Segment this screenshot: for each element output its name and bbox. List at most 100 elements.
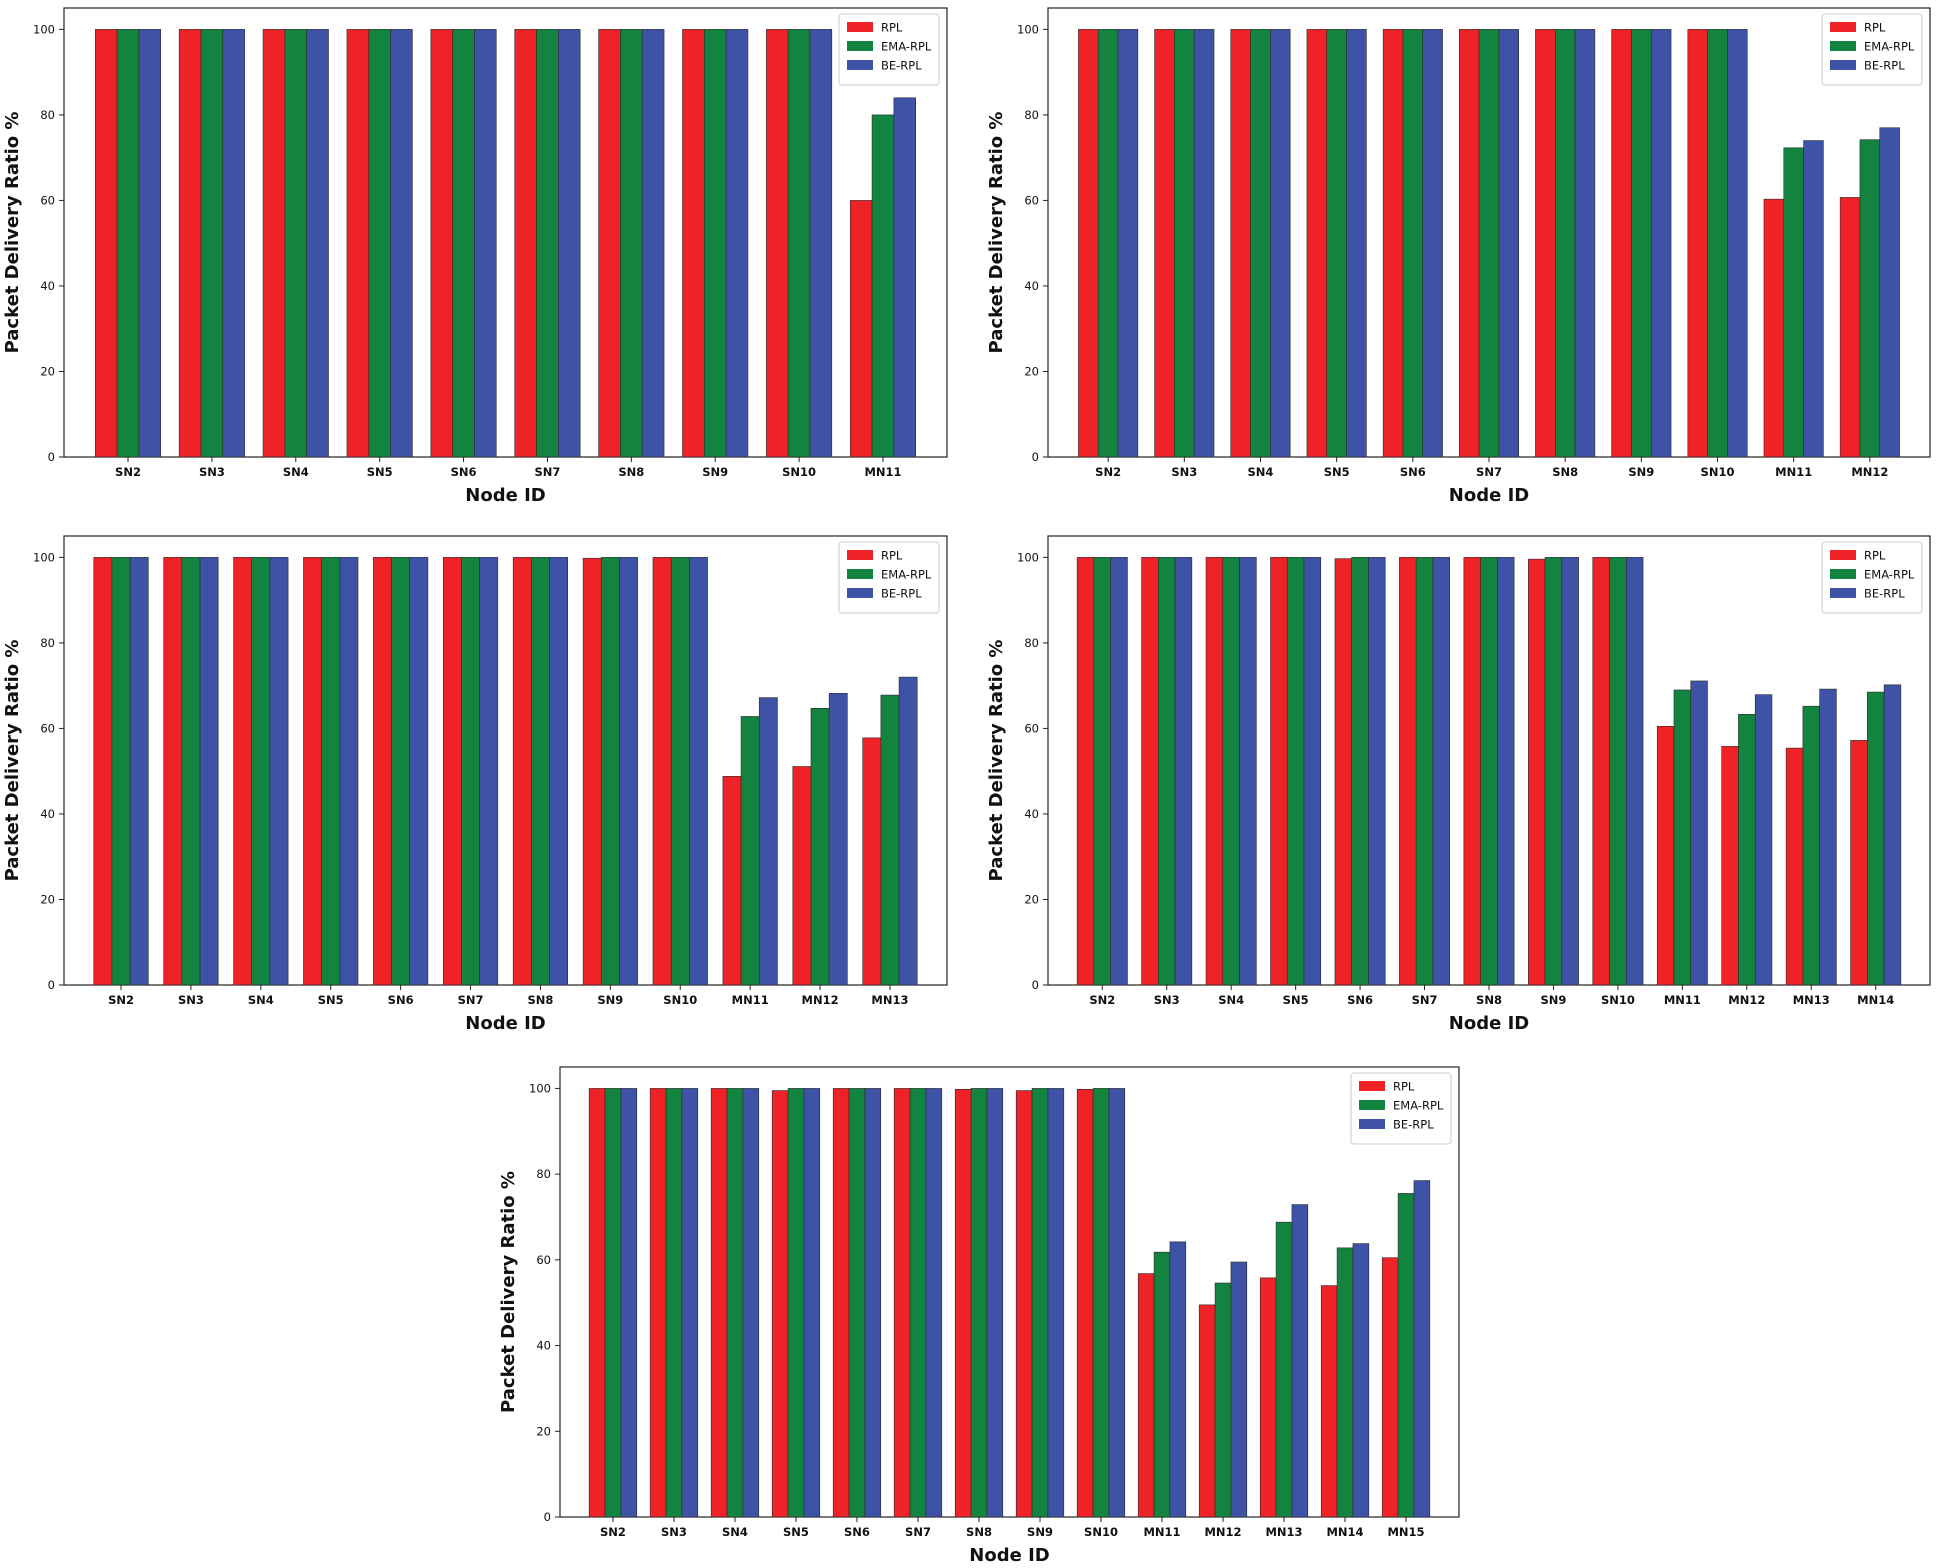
- y-tick-label: 60: [1024, 721, 1039, 735]
- bar-rpl-sn4: [1205, 557, 1224, 986]
- bar-rpl-sn3: [649, 1088, 667, 1518]
- x-tick-label: SN4: [1248, 465, 1274, 479]
- bar-rpl-sn10: [1076, 1088, 1094, 1518]
- bar-be-rpl-sn7: [1432, 557, 1450, 986]
- bar-rpl-sn7: [1458, 29, 1480, 458]
- x-tick-label: MN11: [1143, 1525, 1180, 1539]
- y-tick-label: 20: [40, 364, 55, 378]
- bar-be-rpl-sn10: [1108, 1088, 1126, 1518]
- bar-rpl-sn9: [682, 29, 705, 458]
- bar-be-rpl-sn2: [620, 1088, 638, 1518]
- x-tick-label: SN9: [597, 993, 623, 1007]
- bar-rpl-mn15: [1381, 1257, 1399, 1518]
- legend-label-rpl: RPL: [1864, 549, 1886, 563]
- x-tick-label: SN5: [1324, 465, 1350, 479]
- bar-be-rpl-sn5: [803, 1088, 821, 1518]
- bar-ema-rpl-sn3: [181, 557, 201, 986]
- bar-be-rpl-sn2: [138, 29, 162, 458]
- bar-rpl-sn9: [1015, 1090, 1033, 1518]
- chart-panel-3: 0 20 40 60 80 100 SN2 SN3 SN4 SN5 SN6 SN7 SN8 SN9 SN10…: [2, 535, 948, 1034]
- x-tick-label: SN6: [1400, 465, 1426, 479]
- x-tick-label: SN3: [199, 465, 225, 479]
- bar-ema-rpl-sn6: [848, 1088, 866, 1518]
- bar-rpl-mn12: [1839, 197, 1861, 458]
- bar-ema-rpl-sn6: [391, 557, 411, 986]
- x-tick-label: SN9: [1540, 993, 1566, 1007]
- bar-be-rpl-mn11: [893, 97, 916, 458]
- x-tick-label: MN13: [871, 993, 908, 1007]
- y-tick-label: 100: [529, 1081, 551, 1095]
- bar-be-rpl-sn10: [809, 29, 833, 458]
- bar-ema-rpl-sn3: [665, 1088, 683, 1518]
- x-tick-label: SN3: [178, 993, 204, 1007]
- bar-rpl-mn11: [1656, 725, 1675, 986]
- bar-ema-rpl-mn13: [1275, 1221, 1293, 1518]
- y-tick-label: 20: [1024, 364, 1039, 378]
- bar-ema-rpl-sn10: [1609, 557, 1627, 986]
- bar-be-rpl-sn6: [474, 29, 497, 458]
- bar-ema-rpl-sn4: [284, 29, 307, 458]
- bar-rpl-sn5: [346, 29, 370, 458]
- y-tick-label: 20: [40, 892, 55, 906]
- legend-label-rpl: RPL: [881, 21, 903, 35]
- bar-be-rpl-mn14: [1352, 1243, 1370, 1518]
- x-axis-title: Node ID: [969, 1545, 1049, 1566]
- y-tick-label: 80: [1024, 108, 1039, 122]
- y-tick-label: 20: [536, 1424, 551, 1438]
- legend-swatch-be-rpl: [847, 60, 873, 70]
- bar-be-rpl-mn12: [1754, 694, 1773, 986]
- y-tick-label: 60: [40, 721, 55, 735]
- bar-be-rpl-sn8: [549, 557, 569, 986]
- bar-rpl-sn2: [1076, 557, 1095, 986]
- bar-be-rpl-mn11: [758, 697, 778, 986]
- bar-ema-rpl-sn2: [1093, 557, 1111, 986]
- legend-label-ema-rpl: EMA-RPL: [1864, 568, 1915, 582]
- x-tick-label: SN9: [1628, 465, 1654, 479]
- legend-label-be-rpl: BE-RPL: [1864, 59, 1905, 73]
- bar-ema-rpl-sn5: [321, 557, 341, 986]
- x-tick-label: MN11: [864, 465, 901, 479]
- x-axis-title: Node ID: [465, 485, 545, 506]
- bar-ema-rpl-mn13: [1802, 705, 1820, 986]
- legend-label-be-rpl: BE-RPL: [1864, 587, 1905, 601]
- bar-be-rpl-mn11: [1169, 1241, 1187, 1518]
- legend-label-be-rpl: BE-RPL: [881, 59, 922, 73]
- legend-label-rpl: RPL: [1864, 21, 1886, 35]
- x-tick-label: SN8: [966, 1525, 992, 1539]
- bar-ema-rpl-sn9: [1544, 557, 1563, 986]
- bar-be-rpl-sn3: [199, 557, 219, 986]
- x-tick-label: SN3: [661, 1525, 687, 1539]
- bar-be-rpl-mn12: [1879, 127, 1900, 458]
- bar-rpl-sn9: [1528, 558, 1546, 986]
- bar-be-rpl-sn9: [1561, 557, 1579, 986]
- x-tick-label: SN6: [1347, 993, 1373, 1007]
- legend-swatch-rpl: [847, 22, 873, 32]
- bar-be-rpl-sn9: [725, 29, 749, 458]
- bar-rpl-sn10: [766, 29, 789, 458]
- bar-ema-rpl-sn5: [787, 1088, 805, 1518]
- bar-ema-rpl-mn11: [871, 114, 895, 458]
- x-tick-label: SN5: [318, 993, 344, 1007]
- bar-be-rpl-sn8: [1574, 29, 1596, 458]
- y-tick-label: 40: [1024, 807, 1039, 821]
- bar-ema-rpl-mn12: [1214, 1282, 1232, 1518]
- x-tick-label: SN9: [1027, 1525, 1053, 1539]
- y-tick-label: 0: [544, 1510, 551, 1524]
- x-axis-title: Node ID: [465, 1013, 545, 1034]
- bar-ema-rpl-sn9: [1631, 29, 1652, 458]
- y-tick-label: 80: [40, 108, 55, 122]
- legend-swatch-ema-rpl: [847, 41, 873, 51]
- x-tick-label: SN4: [283, 465, 309, 479]
- x-tick-label: SN6: [844, 1525, 870, 1539]
- legend-label-rpl: RPL: [1393, 1080, 1415, 1094]
- chart-panel-2: 0 20 40 60 80 100 SN2 SN3 SN4 SN5 SN6 SN7 SN8 SN9 SN10…: [986, 7, 1931, 506]
- bar-rpl-sn5: [771, 1090, 789, 1518]
- legend: RPL EMA-RPL BE-RPL: [838, 541, 940, 614]
- y-tick-label: 80: [40, 636, 55, 650]
- x-tick-label: SN6: [388, 993, 414, 1007]
- bar-be-rpl-mn13: [1819, 688, 1837, 986]
- x-tick-label: SN8: [527, 993, 553, 1007]
- bar-be-rpl-mn11: [1690, 680, 1708, 986]
- bar-be-rpl-sn9: [1650, 29, 1672, 458]
